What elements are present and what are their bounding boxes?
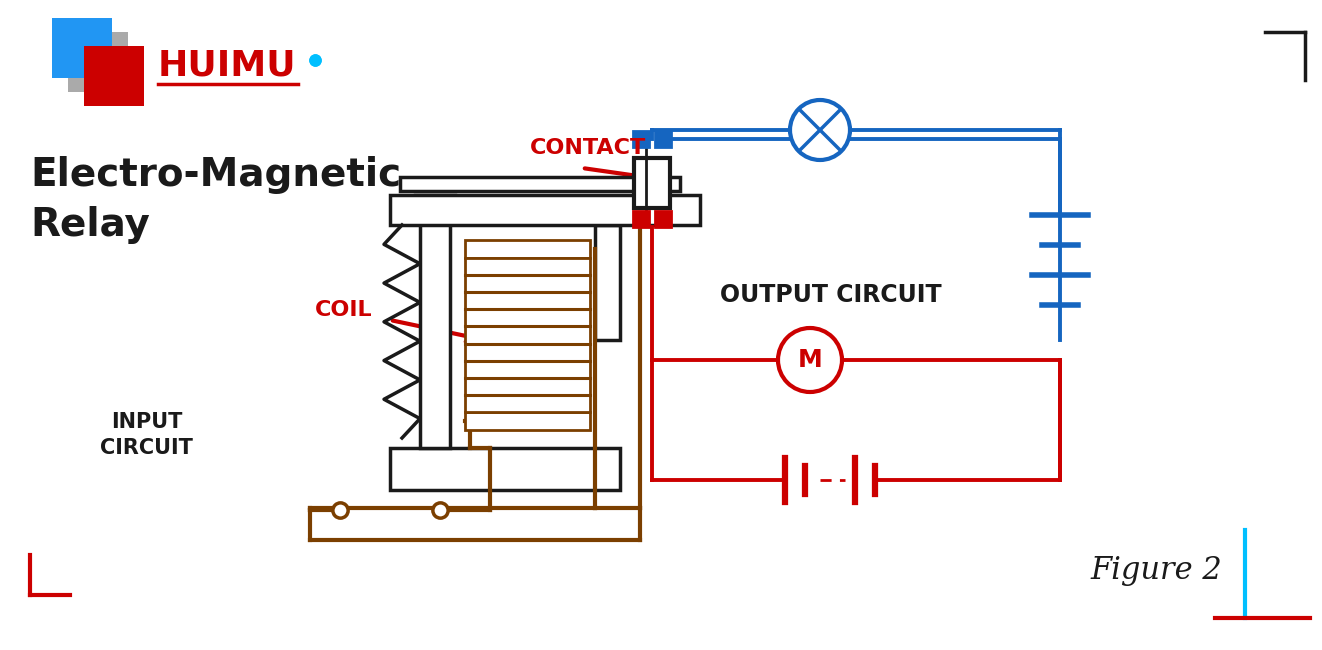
Text: Relay: Relay (30, 206, 149, 244)
Text: HUIMU: HUIMU (159, 49, 296, 83)
Bar (595, 225, 620, 340)
Text: Electro-Magnetic: Electro-Magnetic (30, 156, 401, 194)
Bar (633, 131, 649, 147)
Bar (415, 195, 455, 215)
Circle shape (791, 100, 850, 160)
Text: COIL: COIL (315, 300, 373, 320)
Bar (390, 195, 701, 225)
Bar (654, 131, 672, 147)
Bar (465, 258, 590, 412)
Text: OUTPUT CIRCUIT: OUTPUT CIRCUIT (720, 283, 941, 307)
Bar (654, 211, 672, 227)
Bar (401, 177, 680, 191)
Text: M: M (797, 348, 822, 372)
Text: CONTACT: CONTACT (530, 138, 646, 158)
Bar (465, 412, 590, 430)
Bar (420, 215, 449, 448)
Text: INPUT
CIRCUIT: INPUT CIRCUIT (100, 412, 193, 458)
Bar (465, 240, 590, 258)
Polygon shape (52, 18, 112, 78)
Polygon shape (67, 32, 128, 92)
Text: Figure 2: Figure 2 (1091, 554, 1222, 586)
Bar (633, 211, 649, 227)
Circle shape (779, 328, 842, 392)
Bar (635, 158, 670, 208)
Bar (390, 448, 620, 490)
Polygon shape (85, 46, 144, 106)
